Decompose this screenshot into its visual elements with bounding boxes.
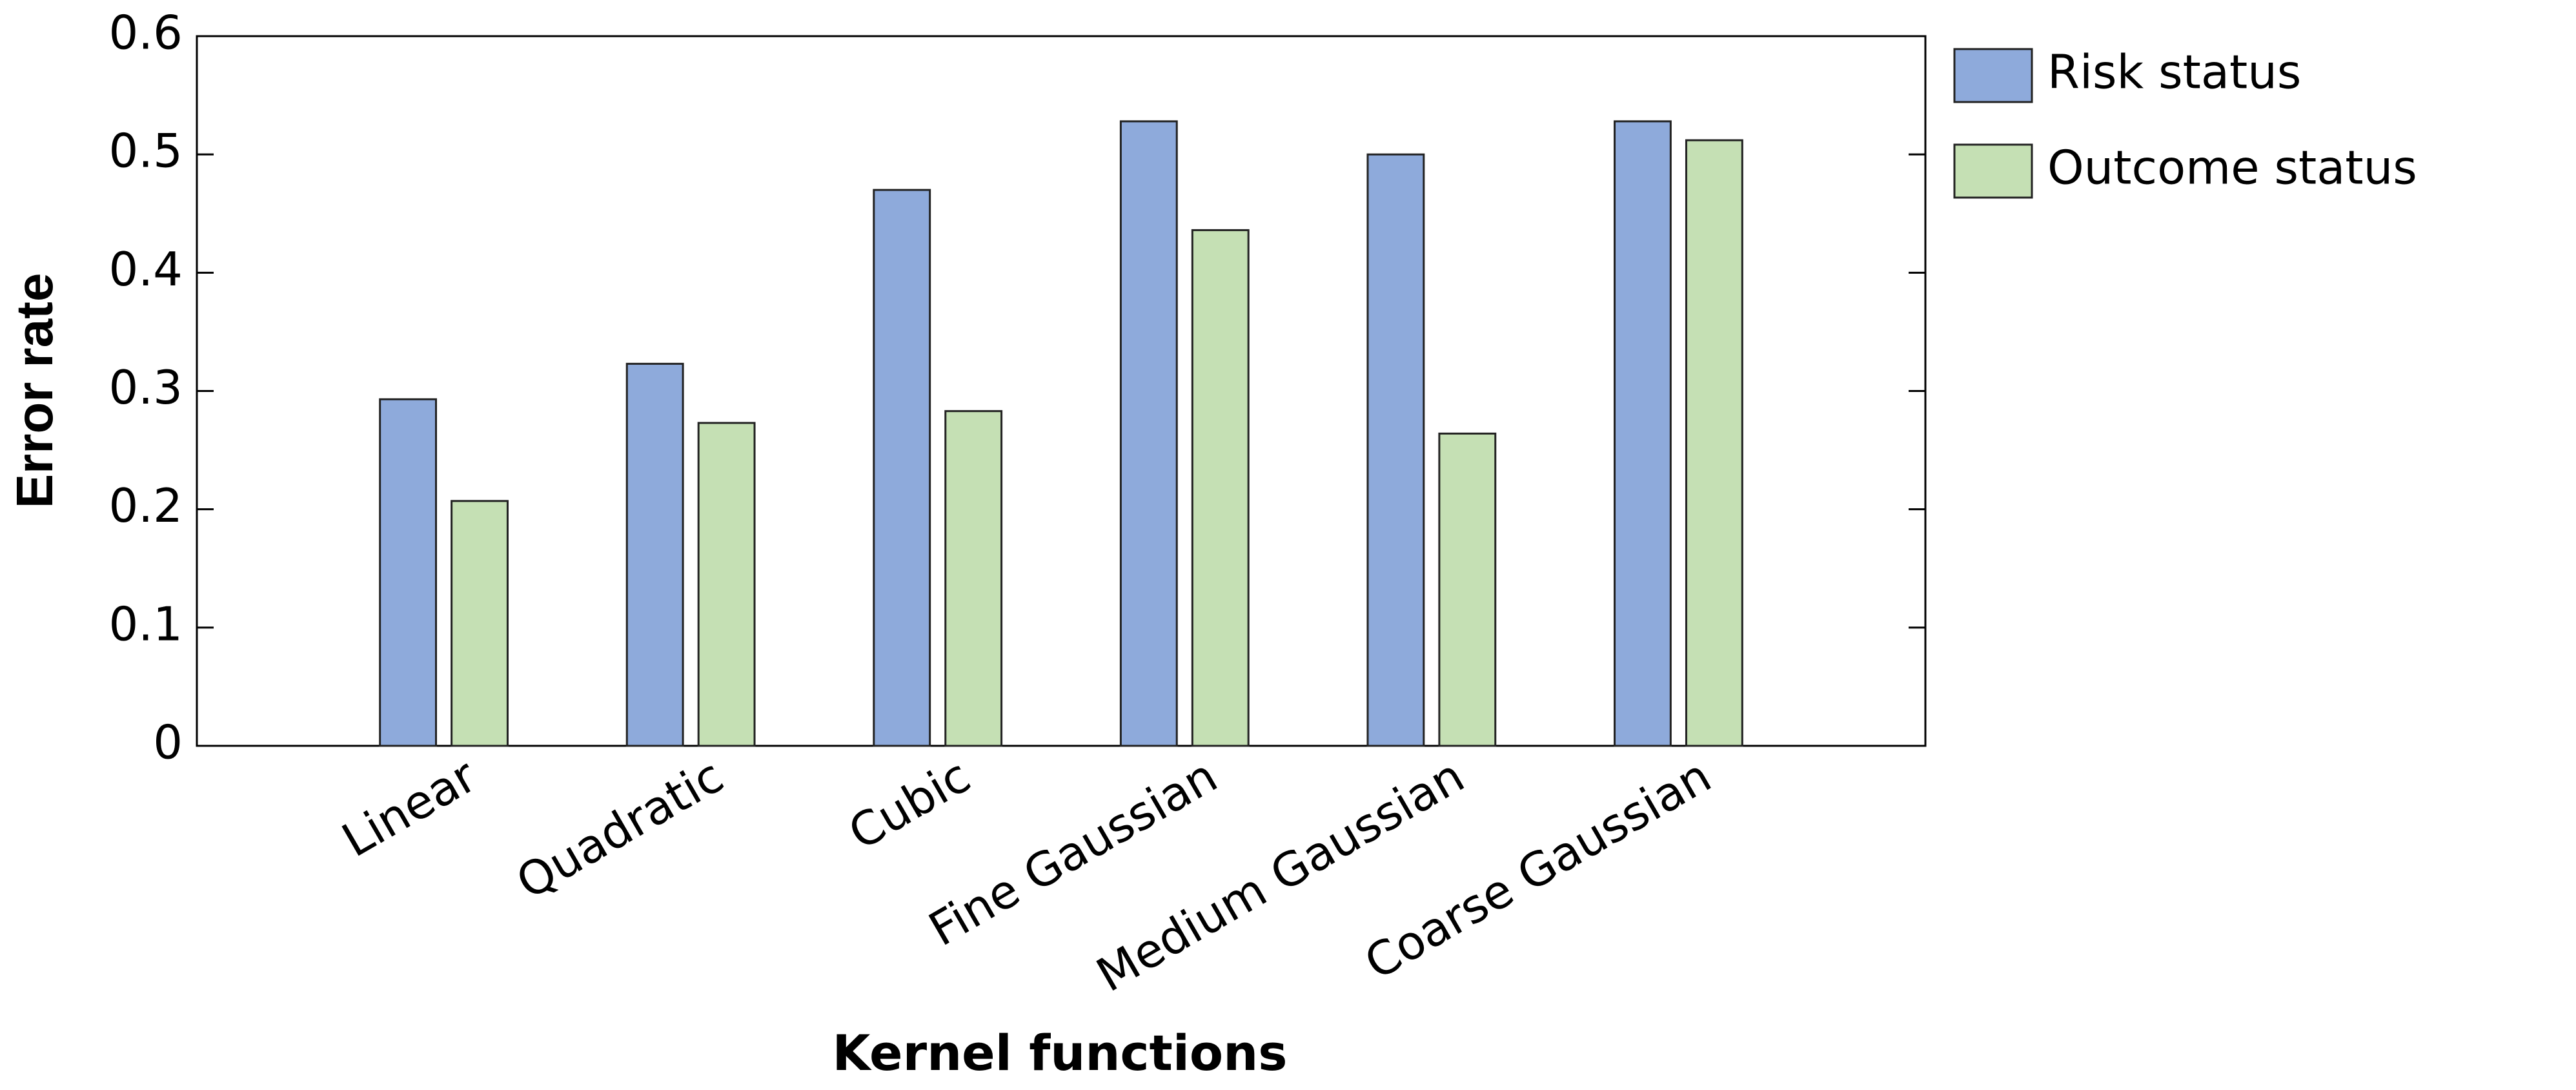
bar (1119, 120, 1178, 747)
y-tick-label: 0.4 (108, 242, 183, 296)
bar (944, 410, 1003, 747)
bar (1685, 139, 1743, 747)
bar (1438, 432, 1497, 747)
bar (1614, 120, 1672, 747)
legend-label: Risk status (2047, 45, 2301, 99)
bar (379, 398, 438, 747)
legend-label: Outcome status (2047, 141, 2417, 195)
y-axis-title: Error rate (6, 273, 63, 509)
y-tick-label: 0 (153, 715, 183, 770)
y-tick-label: 0.5 (108, 124, 183, 178)
x-tick-label: Quadratic (507, 748, 732, 910)
legend-swatch (1953, 143, 2033, 199)
y-tick-label: 0.1 (108, 597, 183, 651)
y-tick-label: 0.6 (108, 6, 183, 60)
y-tick-label: 0.2 (108, 478, 183, 533)
bar (873, 189, 931, 747)
bar (1366, 153, 1425, 747)
y-tick-label: 0.3 (108, 360, 183, 415)
bar (625, 362, 684, 747)
bar (451, 500, 509, 747)
x-tick-label: Linear (333, 748, 485, 868)
bar (697, 422, 756, 747)
legend-swatch (1953, 48, 2033, 103)
bar (1191, 229, 1250, 747)
x-axis-title: Kernel functions (832, 1024, 1287, 1082)
x-tick-label: Cubic (840, 748, 979, 860)
